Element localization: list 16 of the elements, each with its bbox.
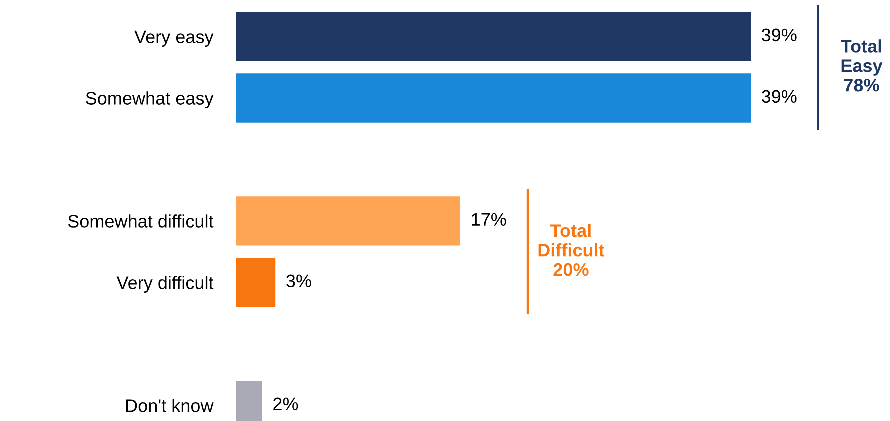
y-tick-label: Don't know [126, 399, 214, 412]
y-tick-label: Somewhat easy [86, 92, 214, 109]
data-label: 39% [762, 90, 797, 104]
bar [236, 12, 751, 62]
annotation: Total Difficult 20% [538, 224, 605, 276]
y-tick-label: Very easy [134, 30, 214, 48]
data-label: 39% [762, 28, 797, 42]
y-tick-label: Very difficult [116, 276, 214, 293]
y-tick-label: Somewhat difficult [68, 214, 214, 228]
bar [236, 196, 460, 246]
text: Total Easy 78% [841, 40, 883, 92]
data-label: 17% [472, 213, 506, 226]
bar [236, 74, 751, 123]
data-label: 2% [274, 398, 298, 410]
data-label: 3% [286, 274, 312, 288]
bar [236, 258, 276, 308]
